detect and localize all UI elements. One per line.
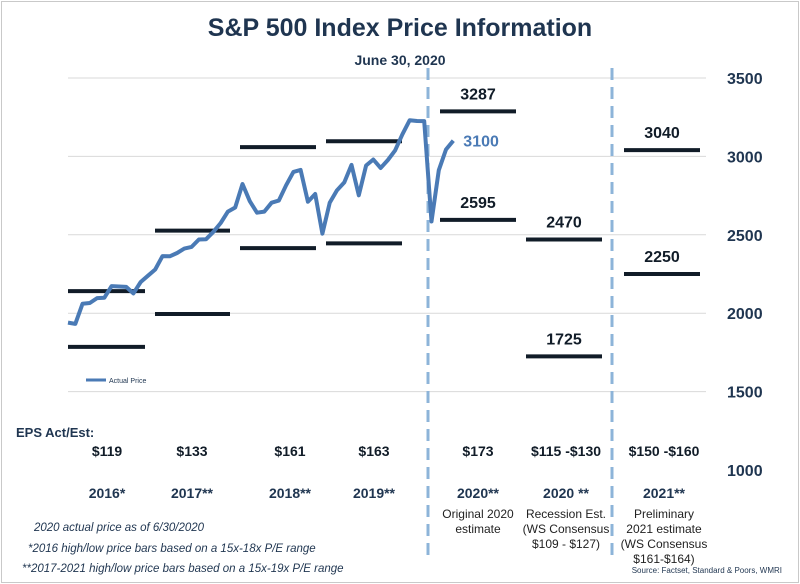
actual-price-line	[67, 118, 455, 326]
note-2017-2021: **2017-2021 high/low price bars based on…	[22, 563, 344, 575]
y-tick-label: 1000	[727, 463, 763, 480]
y-tick-label: 2500	[727, 228, 763, 245]
eps-value: $173	[462, 443, 493, 459]
year-label: 2017**	[171, 485, 214, 501]
chart-subtitle: June 30, 2020	[354, 52, 446, 68]
column-description: Original 2020	[442, 507, 514, 521]
column-description: Recession Est.	[526, 507, 606, 521]
column-description: (WS Consensus	[621, 537, 708, 551]
column-description: Preliminary	[634, 507, 694, 521]
eps-label: EPS Act/Est:	[16, 425, 95, 440]
range-bar-low-label: 1725	[546, 331, 582, 348]
note-actual-price: 2020 actual price as of 6/30/2020	[34, 522, 205, 534]
eps-value: $163	[358, 443, 389, 459]
range-bar-high-label: 3040	[644, 125, 680, 142]
y-tick-label: 3000	[727, 149, 763, 166]
range-bar-high-label: 2470	[546, 215, 582, 232]
y-tick-label: 2000	[727, 306, 763, 323]
range-bar-high-label: 3287	[460, 86, 496, 103]
range-bar-low-label: 2250	[644, 249, 680, 266]
column-description: $161-$164)	[633, 552, 694, 566]
column-description: $109 - $127)	[532, 537, 600, 551]
y-tick-label: 3500	[727, 71, 763, 88]
gridlines	[68, 77, 706, 393]
column-description: 2021 estimate	[626, 522, 702, 536]
year-label: 2020 **	[543, 485, 589, 501]
note-2016: *2016 high/low price bars based on a 15x…	[28, 543, 316, 555]
year-label: 2016*	[89, 485, 126, 501]
eps-value: $161	[274, 443, 305, 459]
column-description: estimate	[455, 522, 501, 536]
last-price-label: 3100	[463, 134, 499, 151]
eps-value: $115 -$130	[531, 443, 601, 459]
legend-label: Actual Price	[109, 378, 146, 385]
eps-value: $119	[92, 443, 123, 459]
eps-value: $133	[176, 443, 207, 459]
year-label: 2020**	[457, 485, 500, 501]
source-note: Source: Factset, Standard & Poors, WMRI	[631, 566, 782, 575]
chart-title: S&P 500 Index Price Information	[207, 14, 593, 42]
range-bars: 3287 2595 2470 1725 3040 2250	[68, 86, 700, 359]
year-label: 2019**	[353, 485, 396, 501]
y-tick-label: 1500	[727, 385, 763, 402]
legend: Actual Price	[86, 378, 146, 385]
column-description: (WS Consensus	[523, 522, 610, 536]
eps-value: $150 -$160	[629, 443, 700, 459]
year-label: 2018**	[269, 485, 312, 501]
range-bar-low-label: 2595	[460, 195, 496, 212]
column-labels: $119 2016* $133 2017** $161 2018** $163 2019** $…	[89, 443, 708, 566]
y-axis-ticks: 1000 1500 2000 2500 3000 3500	[727, 71, 763, 480]
year-label: 2021**	[643, 485, 686, 501]
actual-price-series: 3100	[67, 118, 499, 326]
